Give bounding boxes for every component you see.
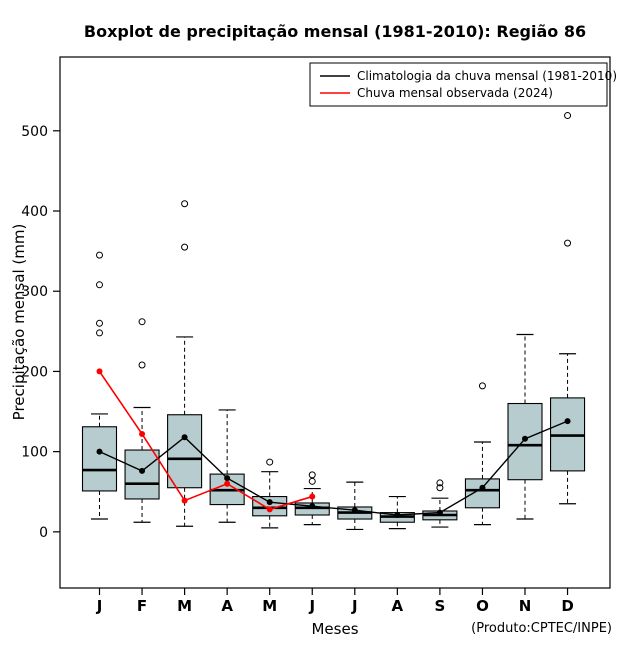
outlier-point: [478, 382, 486, 390]
iqr-box: [252, 496, 288, 517]
outlier-point: [436, 484, 444, 492]
x-axis-title: Meses: [311, 620, 359, 638]
legend-box: [309, 62, 608, 107]
x-tick-label: M: [177, 597, 192, 615]
series-point-1: [309, 493, 316, 500]
x-tick-label: N: [519, 597, 532, 615]
outlier-point: [138, 318, 146, 326]
series-point-0: [181, 434, 188, 441]
outlier-point: [96, 319, 103, 327]
series-point-0: [266, 499, 273, 506]
boxplot-month-5: [252, 458, 288, 529]
plot-border: [59, 56, 611, 589]
boxplot-month-3: [167, 200, 203, 527]
series-point-0: [96, 448, 103, 455]
iqr-box: [124, 449, 160, 500]
x-tick-label: A: [392, 597, 404, 615]
series-point-0: [309, 503, 316, 510]
x-tick-label: J: [351, 597, 358, 615]
iqr-box: [464, 478, 501, 509]
boxplot-month-1: [81, 251, 118, 520]
legend-label-0: Climatologia da chuva mensal (1981-2010): [357, 69, 617, 83]
x-tick-label: J: [308, 597, 315, 615]
iqr-box: [81, 426, 118, 492]
outlier-point: [308, 471, 316, 479]
outlier-point: [564, 112, 572, 120]
x-tick-label: A: [221, 597, 233, 615]
legend-label-1: Chuva mensal observada (2024): [357, 86, 553, 100]
outlier-point: [564, 239, 572, 247]
boxplot-month-10: [464, 382, 501, 526]
series-line-0: [99, 420, 568, 516]
outlier-point: [308, 477, 316, 485]
outlier-point: [96, 329, 103, 337]
series-line-1: [98, 370, 313, 511]
series-point-1: [266, 506, 273, 513]
x-tick-label: S: [434, 597, 445, 615]
y-tick-label: 400: [21, 204, 48, 220]
outlier-point: [266, 458, 274, 466]
boxplot-month-2: [124, 318, 160, 523]
x-tick-label: J: [96, 597, 103, 615]
x-tick-label: O: [476, 597, 489, 615]
series-point-0: [139, 467, 146, 474]
chart-footnote: (Produto:CPTEC/INPE): [471, 621, 612, 636]
iqr-box: [167, 414, 203, 489]
outlier-point: [181, 200, 189, 208]
series-point-1: [96, 368, 103, 375]
series-point-0: [479, 484, 486, 491]
series-point-0: [224, 475, 231, 482]
outlier-point: [96, 281, 103, 289]
boxplot-month-11: [507, 333, 543, 520]
series-point-0: [564, 418, 571, 425]
chart-title: Boxplot de precipitação mensal (1981-201…: [83, 22, 587, 41]
boxplot-month-9: [422, 479, 458, 528]
outlier-point: [138, 361, 146, 369]
outlier-point: [436, 479, 444, 487]
boxplot-month-7: [337, 481, 373, 531]
series-point-1: [181, 497, 188, 504]
y-tick-label: 0: [39, 525, 48, 541]
x-tick-label: F: [137, 597, 147, 615]
y-tick-label: 300: [21, 284, 48, 300]
series-point-0: [436, 509, 443, 516]
series-point-1: [224, 480, 231, 487]
x-tick-label: M: [262, 597, 277, 615]
series-point-0: [522, 435, 528, 442]
x-tick-label: D: [561, 597, 573, 615]
y-tick-label: 100: [21, 445, 48, 461]
boxplot-month-12: [549, 112, 586, 505]
y-tick-label: 500: [21, 124, 48, 140]
y-tick-label: 200: [21, 364, 48, 380]
series-point-0: [351, 507, 358, 514]
outlier-point: [181, 243, 189, 251]
series-point-0: [394, 512, 401, 519]
outlier-point: [96, 251, 103, 259]
series-point-1: [139, 430, 146, 437]
